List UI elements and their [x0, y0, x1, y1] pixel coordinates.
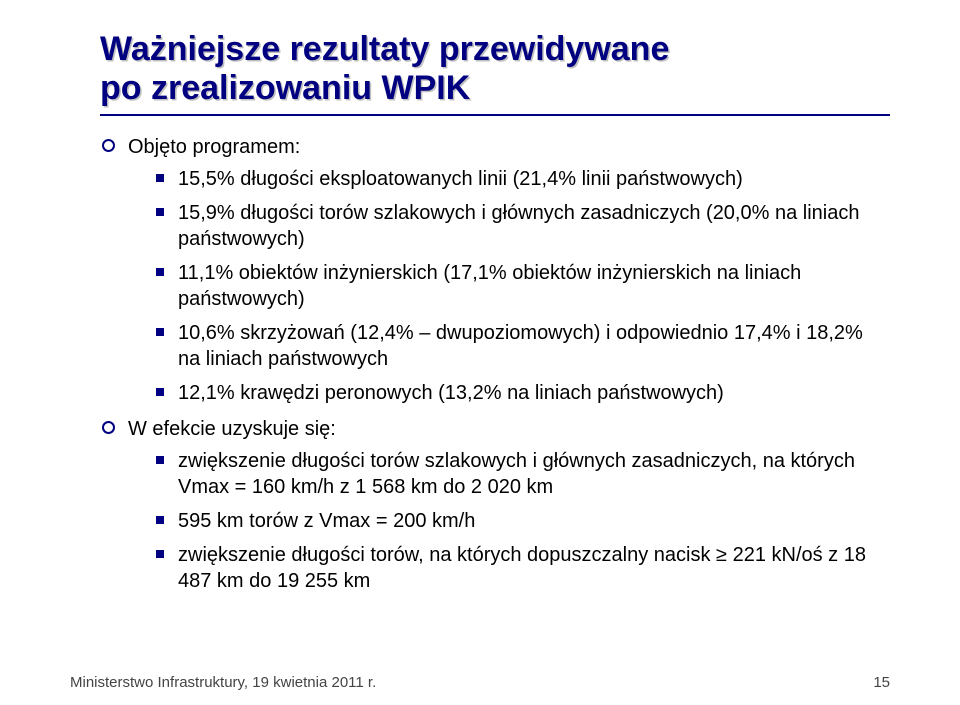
slide-body: Objęto programem: 15,5% długości eksploa…: [100, 134, 890, 594]
bullet-w-efekcie: W efekcie uzyskuje się: zwiększenie dług…: [100, 416, 890, 594]
sub-bullet: 11,1% obiektów inżynierskich (17,1% obie…: [156, 260, 890, 312]
sub-bullet: 10,6% skrzyżowań (12,4% – dwupoziomowych…: [156, 320, 890, 372]
sub-bullet: 15,9% długości torów szlakowych i główny…: [156, 200, 890, 252]
slide: Ważniejsze rezultaty przewidywane po zre…: [0, 0, 960, 705]
bullet-list-level2-b: zwiększenie długości torów szlakowych i …: [156, 448, 890, 594]
bullet-list-level1: Objęto programem: 15,5% długości eksploa…: [100, 134, 890, 594]
sub-bullet-text: 10,6% skrzyżowań (12,4% – dwupoziomowych…: [178, 322, 863, 370]
sub-bullet: 15,5% długości eksploatowanych linii (21…: [156, 166, 890, 192]
title-line-2: po zrealizowaniu WPIK: [100, 69, 470, 107]
bullet-text: Objęto programem:: [128, 136, 300, 158]
slide-footer: Ministerstwo Infrastruktury, 19 kwietnia…: [70, 674, 890, 691]
title-line-1: Ważniejsze rezultaty przewidywane: [100, 30, 669, 68]
sub-bullet: 595 km torów z Vmax = 200 km/h: [156, 508, 890, 534]
title-rule: [100, 114, 890, 116]
sub-bullet-text: 15,9% długości torów szlakowych i główny…: [178, 202, 859, 250]
sub-bullet-text: 11,1% obiektów inżynierskich (17,1% obie…: [178, 262, 801, 310]
slide-title: Ważniejsze rezultaty przewidywane po zre…: [100, 30, 890, 108]
sub-bullet: zwiększenie długości torów szlakowych i …: [156, 448, 890, 500]
sub-bullet-text: 12,1% krawędzi peronowych (13,2% na lini…: [178, 382, 724, 404]
sub-bullet-text: zwiększenie długości torów szlakowych i …: [178, 450, 855, 498]
footer-text: Ministerstwo Infrastruktury, 19 kwietnia…: [70, 674, 376, 691]
bullet-text: W efekcie uzyskuje się:: [128, 418, 336, 440]
sub-bullet: 12,1% krawędzi peronowych (13,2% na lini…: [156, 380, 890, 406]
sub-bullet-text: 595 km torów z Vmax = 200 km/h: [178, 510, 475, 532]
sub-bullet-text: 15,5% długości eksploatowanych linii (21…: [178, 168, 743, 190]
bullet-objeto-programem: Objęto programem: 15,5% długości eksploa…: [100, 134, 890, 406]
bullet-list-level2-a: 15,5% długości eksploatowanych linii (21…: [156, 166, 890, 406]
sub-bullet-text: zwiększenie długości torów, na których d…: [178, 544, 866, 592]
sub-bullet: zwiększenie długości torów, na których d…: [156, 542, 890, 594]
page-number: 15: [873, 674, 890, 691]
